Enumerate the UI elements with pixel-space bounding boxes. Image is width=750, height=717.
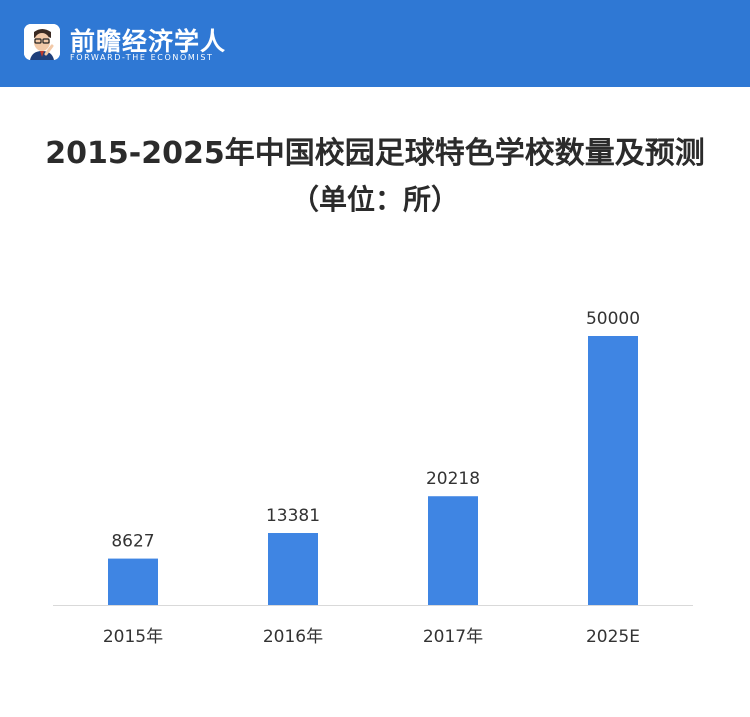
chart-subtitle: （单位：所）: [290, 183, 459, 216]
header-bar: 前瞻经济学人 FORWARD-THE ECONOMIST: [0, 0, 750, 87]
x-tick-label-2: 2017年: [423, 627, 483, 647]
brand-name: 前瞻经济学人: [70, 27, 227, 56]
bar-0: [108, 558, 158, 605]
data-label-0: 8627: [111, 532, 154, 552]
data-label-1: 13381: [266, 506, 320, 526]
data-label-3: 50000: [586, 309, 640, 329]
x-tick-label-3: 2025E: [586, 627, 640, 647]
bar-3: [588, 336, 638, 605]
economist-avatar-icon: [24, 24, 60, 60]
bar-1: [268, 533, 318, 605]
brand-subtitle: FORWARD-THE ECONOMIST: [70, 53, 214, 62]
chart-title: 2015-2025年中国校园足球特色学校数量及预测: [45, 136, 705, 171]
x-tick-label-0: 2015年: [103, 627, 163, 647]
data-label-2: 20218: [426, 469, 480, 489]
x-tick-label-1: 2016年: [263, 627, 323, 647]
bar-2: [428, 496, 478, 605]
